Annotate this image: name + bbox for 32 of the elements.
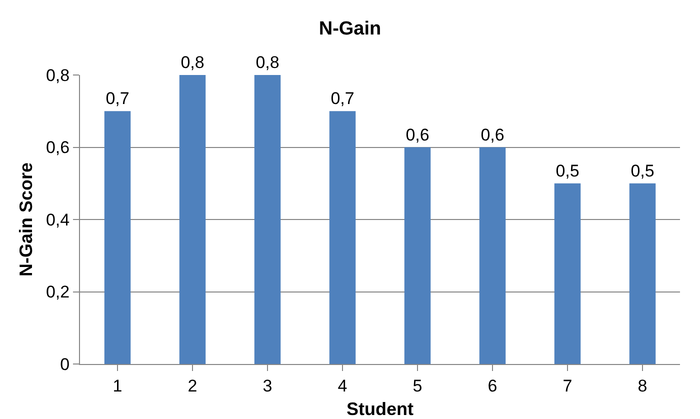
- bar: [479, 147, 506, 364]
- data-label: 0,5: [556, 161, 580, 180]
- y-tick-label: 0,6: [46, 138, 70, 158]
- y-tick-label: 0,8: [46, 66, 70, 85]
- bar: [254, 75, 281, 364]
- data-label: 0,6: [480, 125, 504, 144]
- bar: [404, 147, 431, 364]
- x-tick-label: 3: [262, 376, 272, 396]
- bar: [554, 183, 581, 364]
- data-label: 0,7: [106, 89, 130, 108]
- x-tick-label: 8: [638, 376, 648, 396]
- y-tick-label: 0: [60, 354, 70, 374]
- x-tick-label: 1: [112, 376, 122, 396]
- x-axis-title: Student: [346, 399, 414, 419]
- x-tick-label: 5: [412, 376, 422, 396]
- x-tick-label: 4: [338, 376, 348, 396]
- data-label: 0,6: [406, 125, 430, 144]
- x-tick-label: 2: [188, 376, 198, 396]
- chart-title: N-Gain: [318, 18, 382, 40]
- bar: [104, 111, 131, 364]
- bar: [629, 183, 656, 364]
- y-tick-label: 0,2: [46, 282, 70, 302]
- data-label: 0,5: [630, 161, 654, 180]
- y-tick-label: 0,4: [46, 210, 70, 230]
- bar: [179, 75, 206, 364]
- y-axis-title: N-Gain Score: [16, 162, 36, 277]
- bar: [329, 111, 356, 364]
- x-tick-label: 6: [488, 376, 498, 396]
- data-label: 0,7: [330, 89, 354, 108]
- x-tick-label: 7: [562, 376, 572, 396]
- data-label: 0,8: [256, 53, 280, 72]
- data-label: 0,8: [180, 53, 204, 72]
